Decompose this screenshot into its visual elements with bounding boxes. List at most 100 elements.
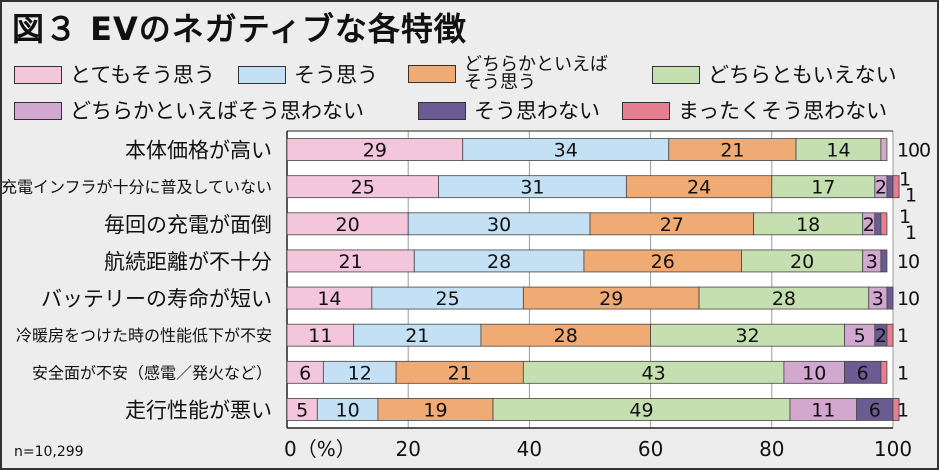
data-label: 1: [897, 362, 909, 384]
data-label: 0: [908, 140, 920, 162]
legend-swatch: [622, 102, 670, 120]
data-label: 10: [802, 362, 826, 384]
data-label: 20: [790, 251, 814, 273]
data-label: 28: [772, 288, 796, 310]
legend-swatch: [14, 66, 62, 84]
data-label: 6: [299, 362, 311, 384]
bar-segment: [880, 360, 888, 384]
data-label: 0: [919, 140, 931, 162]
data-label: 29: [363, 140, 387, 162]
category-label: 冷暖房をつけた時の性能低下が不安: [16, 326, 272, 345]
bar-segment: [892, 398, 900, 421]
sample-size-note: n=10,299: [14, 444, 84, 460]
category-label: 安全面が不安（感電／発火など）: [32, 363, 272, 382]
data-label: 20: [336, 214, 360, 236]
data-label: 5: [854, 325, 866, 347]
legend-item-agree: そう思う: [238, 64, 378, 86]
data-label: 32: [735, 325, 759, 347]
bar-segment: [892, 175, 900, 199]
category-label: 充電インフラが十分に普及していない: [1, 178, 272, 197]
data-label: 3: [872, 288, 884, 310]
data-label: 2: [875, 177, 887, 199]
category-label: 走行性能が悪い: [125, 398, 272, 422]
data-label: 1: [897, 288, 909, 310]
data-label: 2: [875, 325, 887, 347]
data-label: 25: [435, 288, 459, 310]
bar-segment: [874, 212, 882, 236]
x-tick-label: 60: [638, 437, 663, 461]
data-label: 34: [554, 140, 578, 162]
data-label: 24: [687, 177, 711, 199]
legend-label: そう思わない: [474, 99, 600, 123]
legend-label: どちらともいえない: [708, 63, 897, 87]
data-label: 18: [796, 214, 820, 236]
x-tick-label: 80: [759, 437, 784, 461]
legend-swatch: [652, 66, 700, 84]
data-label: 10: [336, 399, 360, 421]
data-label: 14: [826, 140, 850, 162]
data-label: 2: [863, 214, 875, 236]
data-label: 43: [642, 362, 666, 384]
legend-swatch: [14, 102, 62, 120]
legend-item-strongly-disagree: まったくそう思わない: [622, 100, 887, 122]
legend-label: とてもそう思う: [70, 63, 215, 87]
data-label: 17: [811, 177, 835, 199]
bar-segment: [886, 323, 894, 347]
category-label: 毎回の充電が面倒: [104, 213, 272, 237]
data-label: 21: [405, 325, 429, 347]
legend-label: どちらかといえばそう思わない: [70, 99, 364, 123]
data-label: 6: [857, 362, 869, 384]
data-label: 49: [629, 399, 653, 421]
data-label: 1: [899, 206, 911, 228]
x-tick-label: 100: [874, 437, 912, 461]
data-label: 28: [487, 251, 511, 273]
data-label: 21: [448, 362, 472, 384]
legend-item-somewhat-disagree: どちらかといえばそう思わない: [14, 100, 364, 122]
data-label: 30: [487, 214, 511, 236]
data-label: 1: [897, 251, 909, 273]
bar-segment: [880, 249, 888, 273]
bar-segment: [886, 175, 894, 199]
data-label: 6: [869, 399, 881, 421]
data-label: 21: [339, 251, 363, 273]
data-label: 11: [308, 325, 332, 347]
data-label: 1: [905, 185, 917, 207]
legend: とてもそう思う そう思う どちらかといえば そう思う どちらともいえない どちら…: [0, 0, 939, 130]
legend-swatch: [238, 66, 286, 84]
data-label: 0: [908, 251, 920, 273]
legend-swatch: [418, 102, 466, 120]
data-label: 19: [423, 399, 447, 421]
x-tick-label: 20: [395, 437, 420, 461]
bar-segment: [886, 286, 894, 310]
data-label: 1: [905, 222, 917, 244]
legend-label: どちらかといえば そう思う: [464, 54, 608, 93]
data-label: 5: [296, 399, 308, 421]
data-label: 0: [908, 288, 920, 310]
data-label: 29: [599, 288, 623, 310]
legend-label: そう思う: [294, 63, 378, 87]
legend-item-disagree: そう思わない: [418, 100, 600, 122]
legend-item-somewhat-agree: どちらかといえば そう思う: [408, 56, 608, 92]
data-label: 1: [897, 325, 909, 347]
x-tick-label: 0（%）: [284, 437, 356, 461]
data-label: 1: [897, 140, 909, 162]
data-label: 14: [317, 288, 341, 310]
data-label: 27: [660, 214, 684, 236]
category-label: バッテリーの寿命が短い: [41, 287, 272, 311]
legend-item-neutral: どちらともいえない: [652, 64, 897, 86]
chart-title: 図３ EVのネガティブな各特徴: [12, 10, 467, 48]
legend-item-very-agree: とてもそう思う: [14, 64, 215, 86]
x-tick-label: 40: [517, 437, 542, 461]
data-label: 1: [897, 399, 909, 421]
data-label: 11: [811, 399, 835, 421]
legend-swatch: [408, 65, 456, 83]
data-label: 3: [866, 251, 878, 273]
category-label: 航続距離が不十分: [104, 250, 272, 274]
data-label: 28: [554, 325, 578, 347]
bar-segment: [880, 138, 888, 161]
data-label: 1: [899, 169, 911, 191]
legend-label: まったくそう思わない: [678, 99, 888, 123]
data-label: 12: [348, 362, 372, 384]
